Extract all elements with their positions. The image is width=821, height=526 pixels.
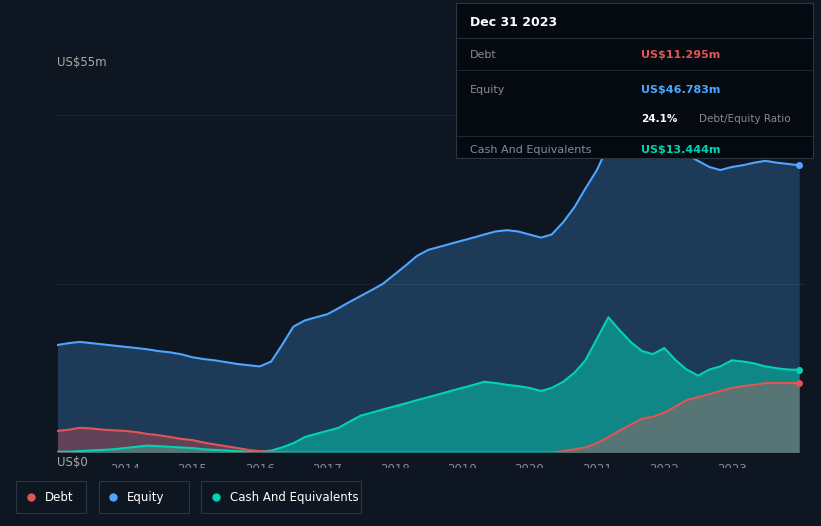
Text: US$13.444m: US$13.444m: [641, 145, 721, 155]
Text: Equity: Equity: [127, 491, 165, 503]
Text: Equity: Equity: [470, 85, 505, 95]
Text: Dec 31 2023: Dec 31 2023: [470, 16, 557, 28]
Text: 24.1%: 24.1%: [641, 114, 678, 124]
Text: Debt: Debt: [470, 49, 497, 59]
Text: US$46.783m: US$46.783m: [641, 85, 721, 95]
Text: US$11.295m: US$11.295m: [641, 49, 721, 59]
Text: US$0: US$0: [57, 456, 88, 469]
Text: Cash And Equivalents: Cash And Equivalents: [230, 491, 359, 503]
Text: Debt/Equity Ratio: Debt/Equity Ratio: [699, 114, 790, 124]
Text: Cash And Equivalents: Cash And Equivalents: [470, 145, 591, 155]
Text: US$55m: US$55m: [57, 56, 107, 69]
Text: Debt: Debt: [45, 491, 74, 503]
